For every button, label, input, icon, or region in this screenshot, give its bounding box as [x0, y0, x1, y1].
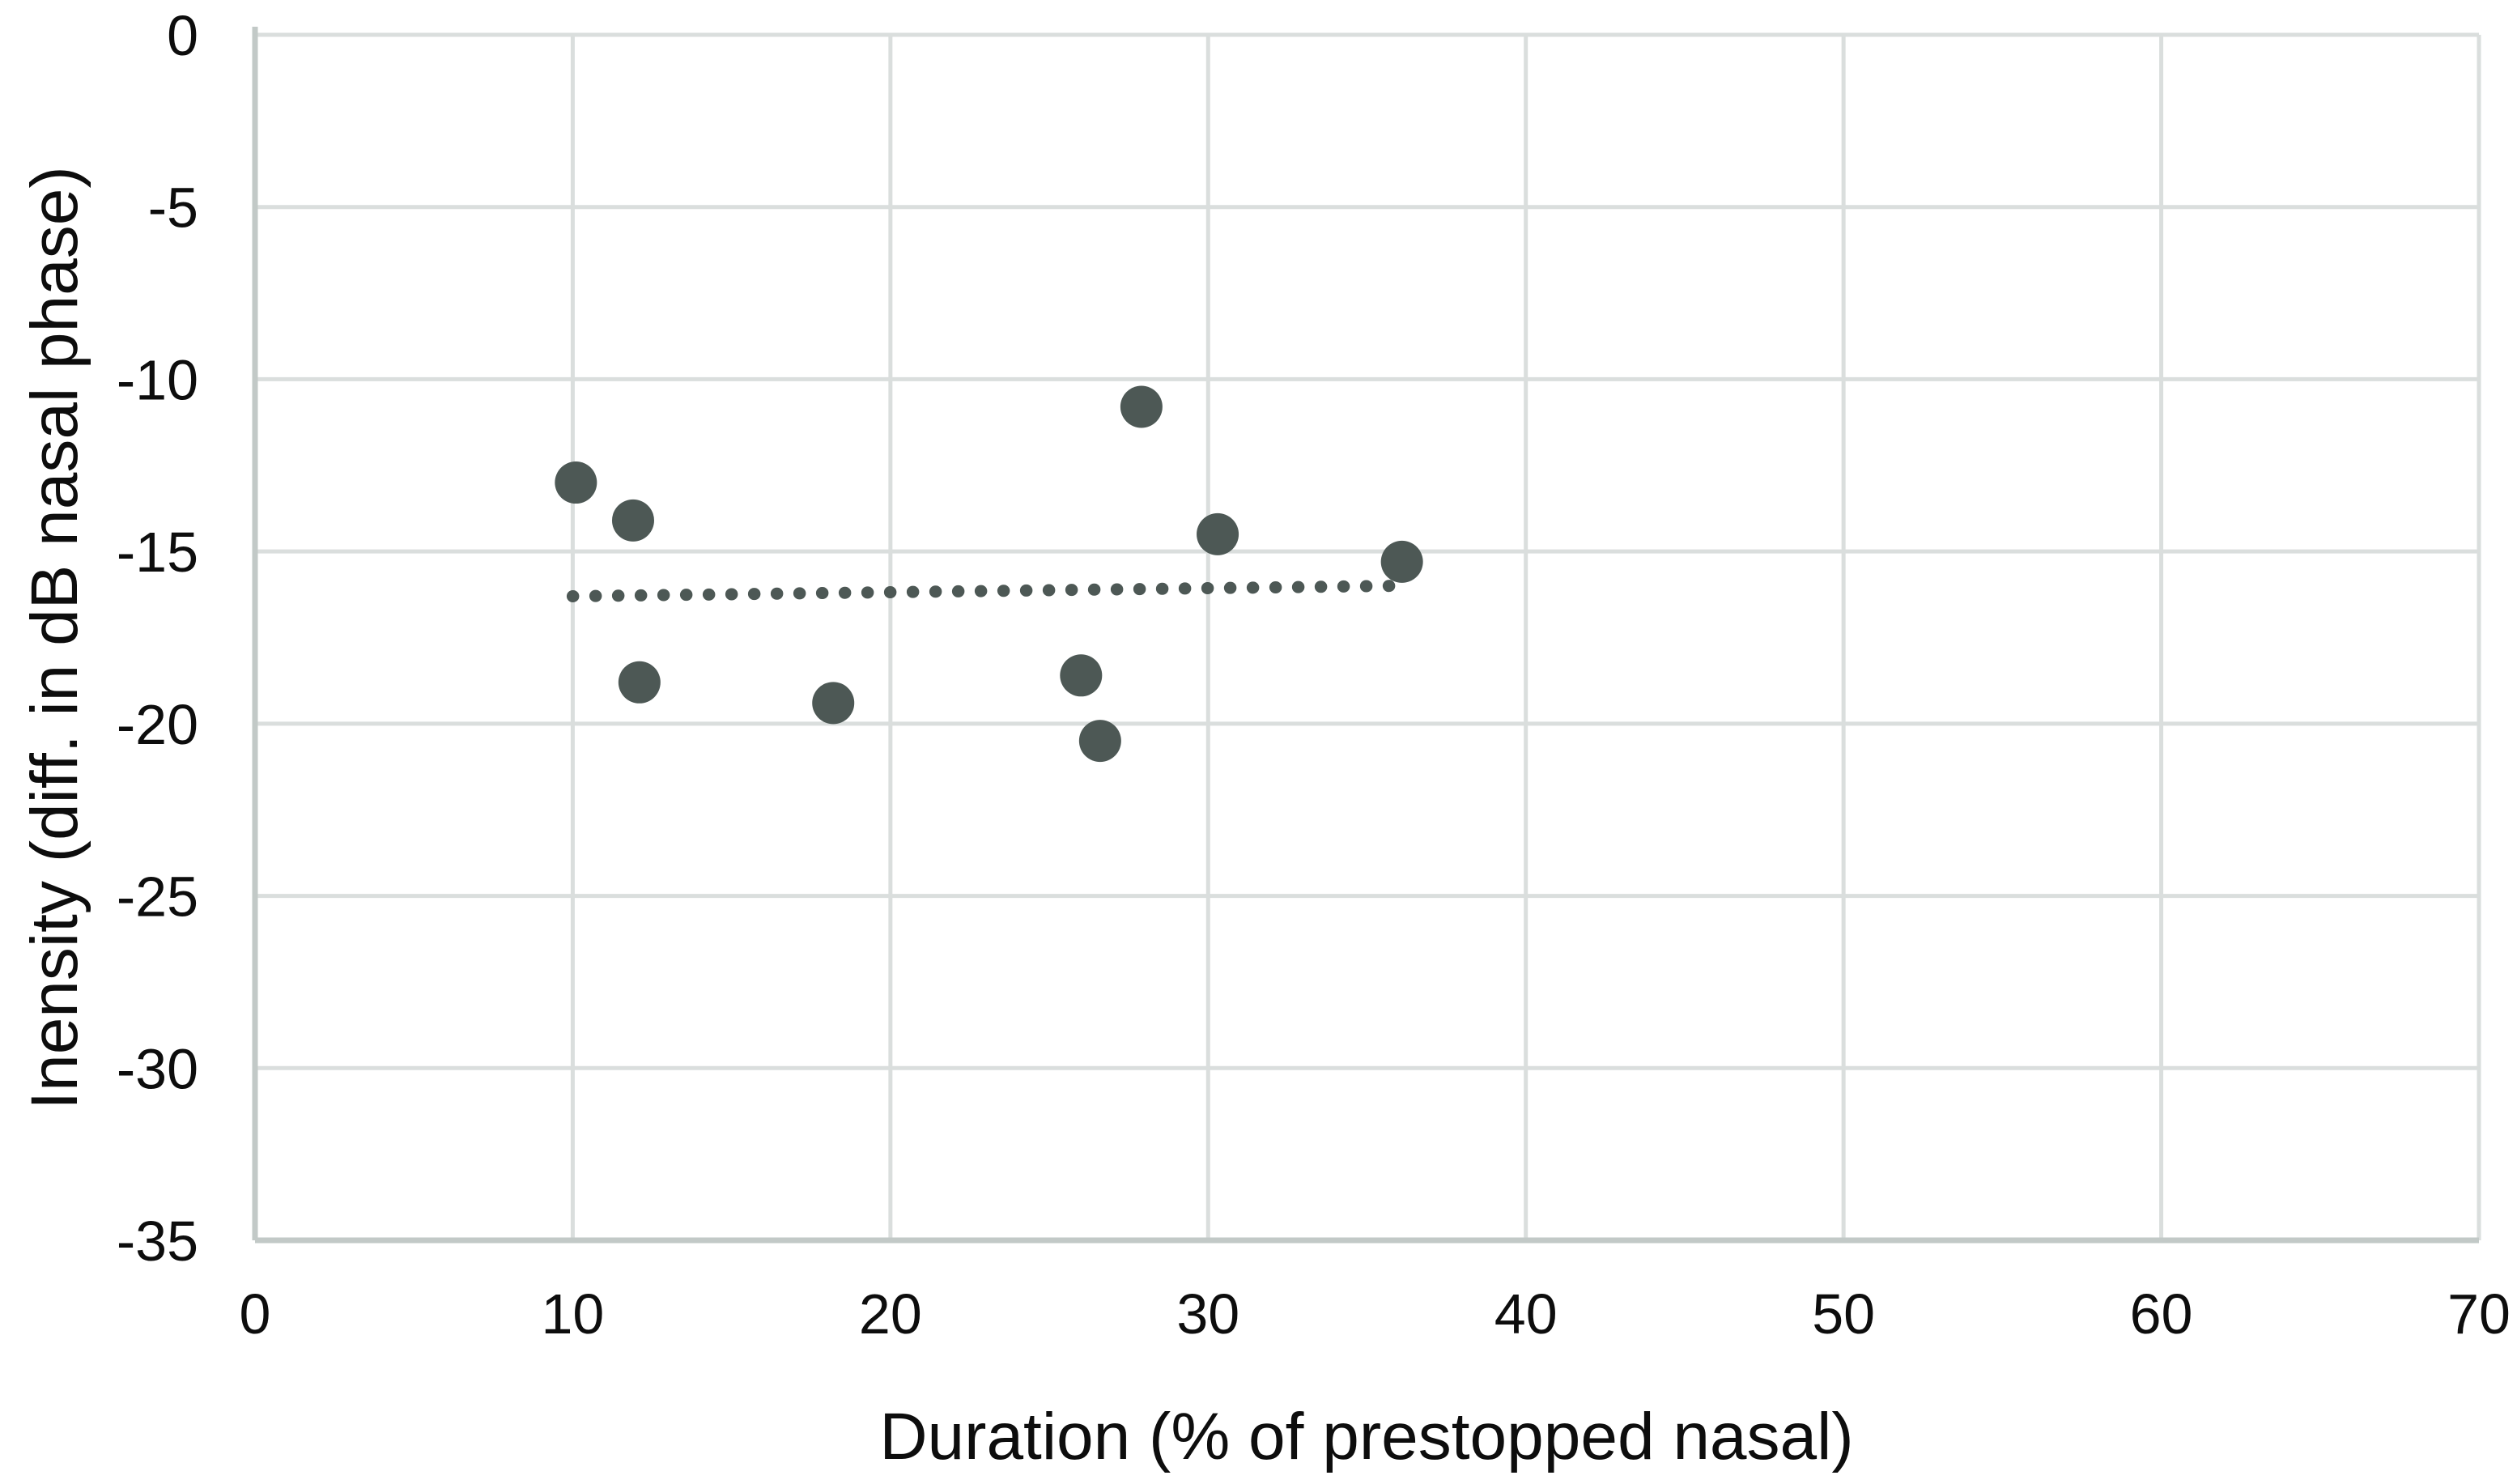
y-axis-title: Inensity (diff. in dB nasal phase) — [18, 166, 91, 1109]
trendline-group — [566, 580, 1396, 602]
data-point-6 — [1078, 720, 1121, 763]
data-points-group — [555, 385, 1423, 763]
data-point-7 — [1120, 385, 1163, 428]
data-point-1 — [555, 461, 597, 504]
data-point-9 — [1380, 540, 1423, 583]
data-point-8 — [1197, 512, 1239, 555]
y-tick-label--10: -10 — [117, 348, 198, 411]
gridlines — [255, 32, 2481, 1240]
x-axis-title: Duration (% of prestopped nasal) — [879, 1400, 1853, 1473]
data-point-2 — [611, 499, 654, 542]
x-tick-label-10: 10 — [541, 1282, 604, 1346]
tick-labels: 0 10 20 30 40 50 60 70 0 -5 -10 -15 -20 -25 -30 -35 — [117, 4, 2511, 1346]
data-point-4 — [812, 682, 855, 725]
y-tick-label--15: -15 — [117, 521, 198, 584]
x-tick-label-30: 30 — [1176, 1282, 1239, 1346]
trendline — [566, 580, 1396, 602]
x-tick-label-40: 40 — [1494, 1282, 1558, 1346]
x-tick-label-70: 70 — [2447, 1282, 2511, 1346]
y-tick-label-0: 0 — [167, 4, 198, 67]
axes — [252, 27, 2479, 1244]
x-tick-label-60: 60 — [2130, 1282, 2193, 1346]
data-point-3 — [618, 661, 661, 704]
x-tick-label-0: 0 — [240, 1282, 271, 1346]
y-tick-label--30: -30 — [117, 1037, 198, 1100]
x-tick-label-50: 50 — [1812, 1282, 1875, 1346]
y-tick-label--35: -35 — [117, 1210, 198, 1273]
y-tick-label--20: -20 — [117, 693, 198, 756]
y-tick-label--25: -25 — [117, 865, 198, 929]
x-tick-label-20: 20 — [859, 1282, 922, 1346]
data-point-5 — [1060, 654, 1103, 697]
y-tick-label--5: -5 — [148, 176, 198, 240]
